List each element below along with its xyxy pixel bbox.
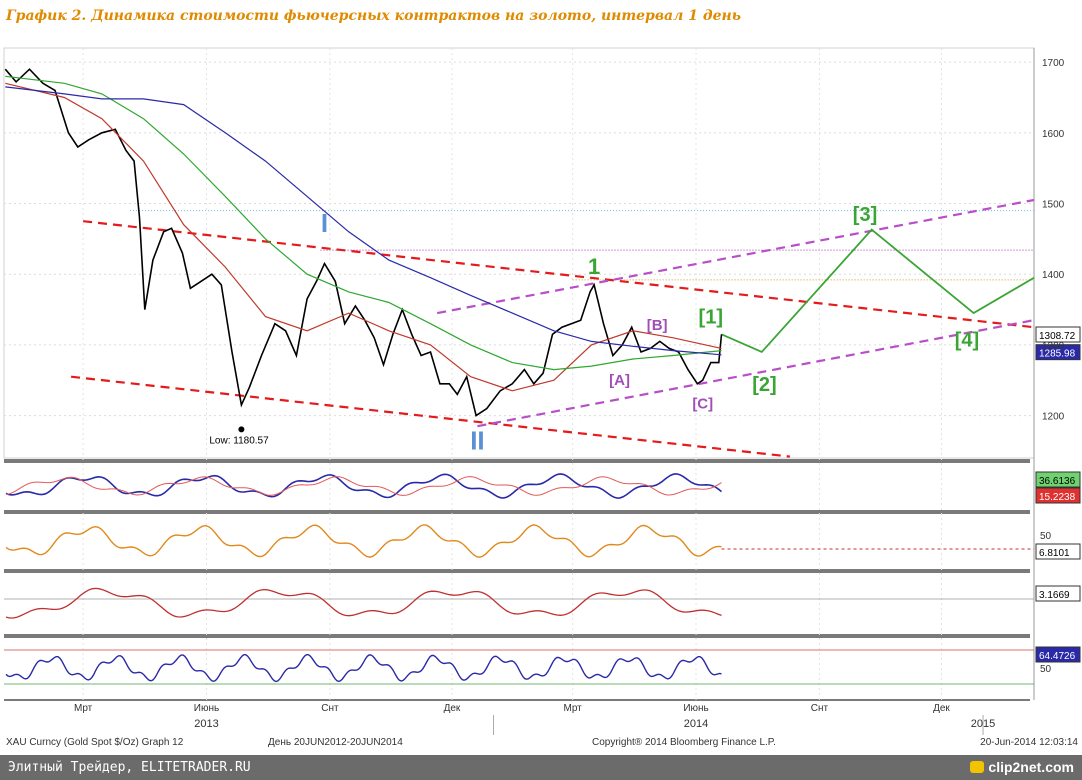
indicator-2-line-orange <box>5 524 722 558</box>
wave-label-I: I <box>321 208 328 238</box>
x-year-label: 2013 <box>194 718 218 730</box>
indicator-1-line-red <box>5 476 722 496</box>
chart-area: 36.6136 15.2238 50 6.8101 3.1669 50 64.4726 Lo… <box>3 47 1081 748</box>
footer-site-text: Элитный Трейдер, ELITETRADER.RU <box>8 760 251 775</box>
copyright-label: Copyright® 2014 Bloomberg Finance L.P. <box>592 737 776 748</box>
channel-upper-purple <box>436 198 1035 315</box>
x-tick-label: Дек <box>933 703 950 714</box>
y-tick-label: 1500 <box>1042 200 1065 211</box>
wave-label-1-bracket: [1] <box>699 307 723 329</box>
indicator-value-label: 36.6136 <box>1039 476 1076 487</box>
wave-label-3-bracket: [3] <box>853 204 877 226</box>
y-tick-label: 1600 <box>1042 129 1065 140</box>
projection-path <box>721 228 1035 354</box>
wave-label-2-bracket: [2] <box>752 374 776 396</box>
indicator-4-line-blue <box>5 654 722 683</box>
x-tick-label: Дек <box>444 703 461 714</box>
chart-title: График 2. Динамика стоимости фьючерсных … <box>6 8 741 24</box>
wave-label-4-bracket: [4] <box>955 329 979 351</box>
y-tick-label: 1400 <box>1042 270 1065 281</box>
x-tick-label: Июнь <box>683 703 708 714</box>
indicator-value-label: 6.8101 <box>1039 548 1070 559</box>
trendline-upper-red <box>83 220 1035 329</box>
series-line-3 <box>5 86 722 356</box>
x-tick-label: Мрт <box>564 703 583 714</box>
clip2net-icon <box>970 761 985 773</box>
indicator-value-box <box>1035 543 1081 560</box>
wave-label-B: [B] <box>647 317 668 334</box>
clip2net-logo[interactable]: clip2net.com <box>970 759 1074 775</box>
series-line-0 <box>4 68 723 417</box>
main-chart-svg: 36.6136 15.2238 50 6.8101 3.1669 50 64.4726 Lo… <box>3 47 1081 748</box>
y-tick-label: 1300 <box>1042 341 1065 352</box>
date-range-label: День 20JUN2012-20JUN2014 <box>268 737 403 748</box>
indicator-value-label: 15.2238 <box>1039 492 1076 503</box>
x-tick-label: Мрт <box>74 703 93 714</box>
series-line-2 <box>5 75 722 371</box>
indicator-3-line-red <box>5 587 722 619</box>
indicator-value-box <box>1035 646 1081 663</box>
indicator-tick-label: 50 <box>1040 531 1052 542</box>
indicator-value-label: 3.1669 <box>1039 590 1070 601</box>
wave-label-A: [A] <box>609 372 630 389</box>
price-panel-frame <box>3 47 1035 459</box>
trendline-lower-red <box>70 375 791 458</box>
x-tick-label: Снт <box>321 703 339 714</box>
y-tick-label: 1200 <box>1042 412 1065 423</box>
instrument-label: XAU Curncy (Gold Spot $/Oz) Graph 12 <box>6 737 184 748</box>
timestamp-label: 20-Jun-2014 12:03:14 <box>980 737 1078 748</box>
indicator-tick-label: 50 <box>1040 664 1052 675</box>
last-price-tag: 1308.72 <box>1039 331 1076 342</box>
wave-label-C: [C] <box>692 396 713 413</box>
ma-value-tag-box <box>1035 344 1081 361</box>
indicator-value-label: 64.4726 <box>1039 651 1076 662</box>
clip2net-label: clip2net.com <box>988 759 1074 775</box>
indicator-1-line-blue <box>5 473 722 499</box>
x-year-label: 2014 <box>684 718 708 730</box>
x-tick-label: Снт <box>811 703 829 714</box>
low-label: Low: 1180.57 <box>209 435 269 446</box>
indicator-value-box <box>1035 471 1081 488</box>
low-marker <box>238 426 245 433</box>
y-tick-label: 1700 <box>1042 58 1065 69</box>
x-tick-label: Июнь <box>194 703 219 714</box>
indicator-value-box <box>1035 585 1081 602</box>
channel-lower-purple <box>477 319 1035 428</box>
indicator-value-box <box>1035 487 1081 504</box>
wave-label-1: 1 <box>588 254 600 279</box>
wave-label-II: II <box>470 426 484 456</box>
ma-value-tag: 1285.98 <box>1039 349 1076 360</box>
last-price-tag-box <box>1035 326 1081 343</box>
footer-bar: Элитный Трейдер, ELITETRADER.RU clip2net… <box>0 755 1082 780</box>
